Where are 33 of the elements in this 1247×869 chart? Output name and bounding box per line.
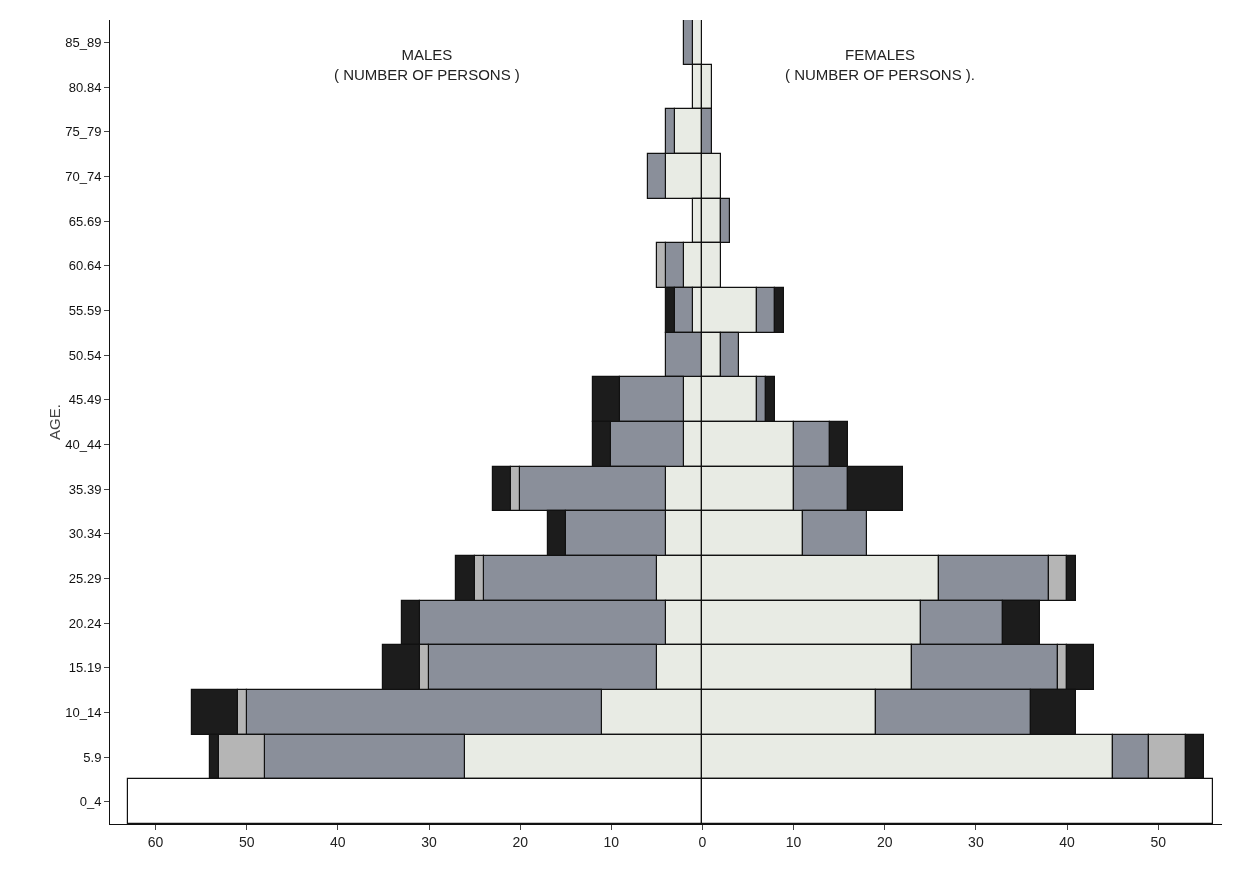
x-tick-label: 40 xyxy=(330,833,346,850)
x-tick-label: 50 xyxy=(238,833,255,850)
x-tick-label: 30 xyxy=(421,833,438,850)
y-tick-label: 20.24 xyxy=(68,615,102,631)
y-tick-label: 65.69 xyxy=(68,213,102,229)
x-tick-label: 20 xyxy=(876,833,893,850)
y-tick-label: 5.9 xyxy=(83,749,102,765)
y-tick-label: 75_79 xyxy=(65,124,102,140)
y-tick-label: 85_89 xyxy=(65,34,102,50)
y-tick-label: 0_4 xyxy=(79,794,102,810)
y-axis-title: AGE. xyxy=(46,404,64,440)
x-tick-label: 10 xyxy=(603,833,620,850)
x-tick-label: 20 xyxy=(512,833,529,850)
y-tick-label: 45.49 xyxy=(68,392,102,408)
y-tick-label: 35.39 xyxy=(68,481,102,497)
x-tick-label: 0 xyxy=(698,833,707,850)
annotation: FEMALES ( NUMBER OF PERSONS ). xyxy=(785,46,976,83)
y-tick-label: 30.34 xyxy=(68,526,102,542)
y-tick-label: 70_74 xyxy=(65,168,102,184)
y-tick-label: 15.19 xyxy=(68,660,102,676)
x-tick-label: 30 xyxy=(968,833,984,850)
y-tick-label: 40_44 xyxy=(65,436,102,452)
x-tick-label: 10 xyxy=(785,833,802,850)
x-tick-label: 40 xyxy=(1059,833,1076,850)
y-tick-label: 10_14 xyxy=(65,704,102,720)
x-tick-label: 50 xyxy=(1150,833,1167,850)
y-tick-label: 55.59 xyxy=(68,302,102,318)
annotation: MALES ( NUMBER OF PERSONS ) xyxy=(334,46,520,83)
x-tick-label: 60 xyxy=(147,833,164,850)
y-tick-label: 80.84 xyxy=(68,79,102,95)
y-tick-label: 50.54 xyxy=(68,347,102,363)
y-tick-label: 60.64 xyxy=(68,258,102,274)
y-tick-label: 25.29 xyxy=(68,570,102,586)
